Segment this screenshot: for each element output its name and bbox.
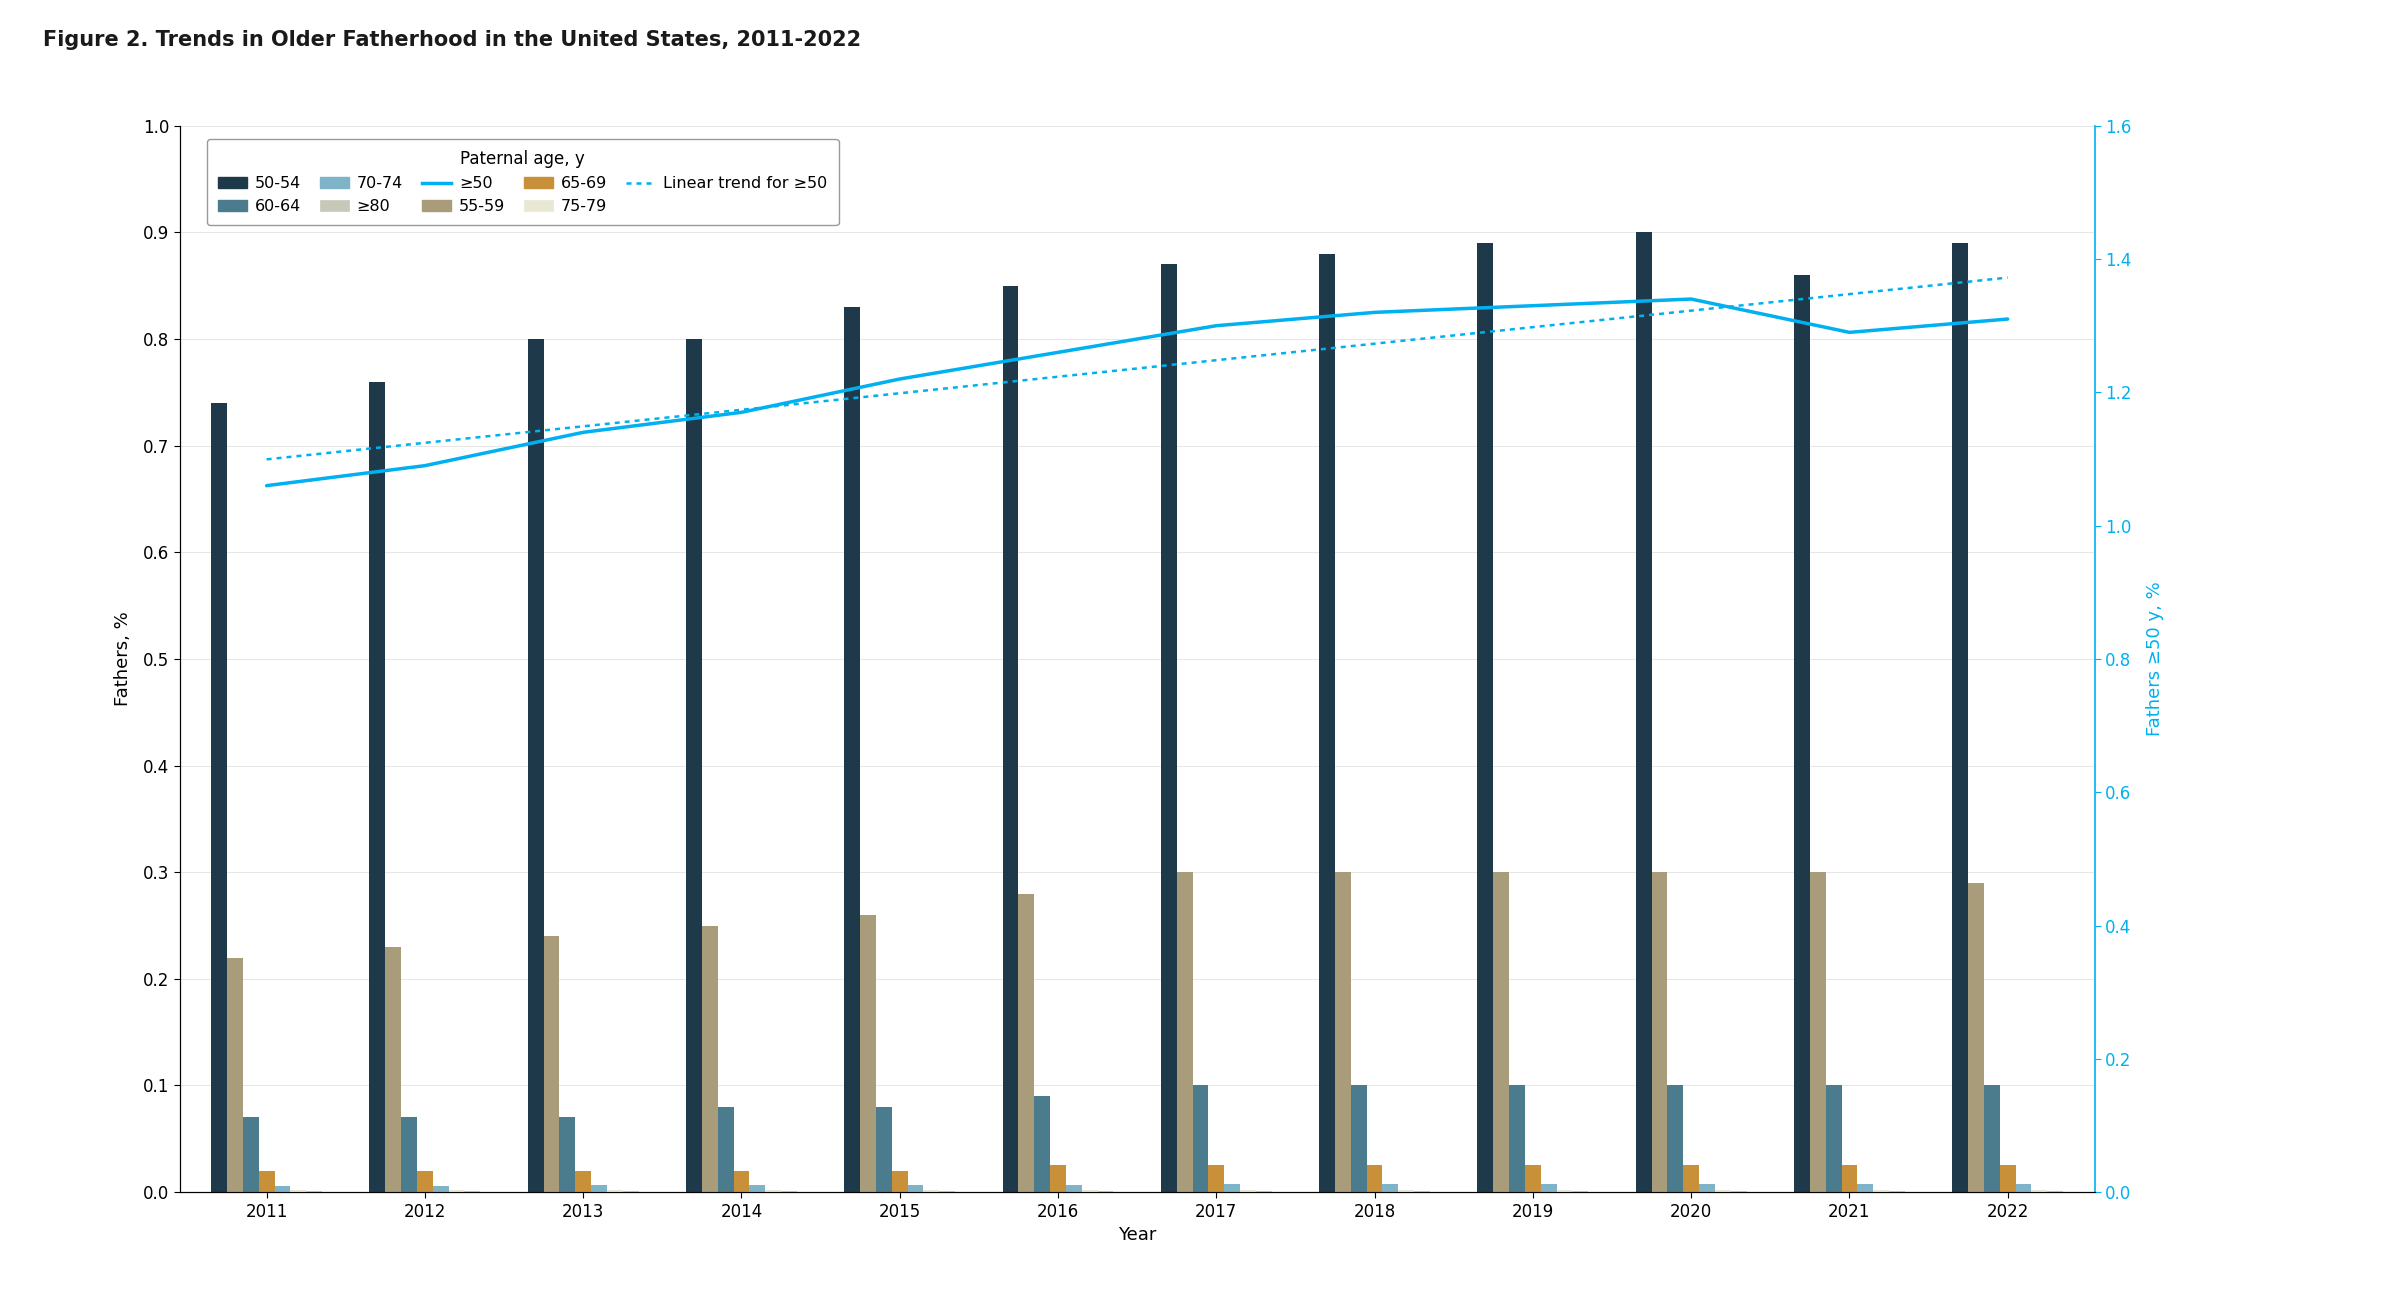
Bar [1968, 883, 1985, 1192]
Bar [1240, 1189, 1257, 1192]
Bar [718, 1107, 733, 1192]
Bar [290, 1189, 306, 1192]
Bar [1051, 1166, 1065, 1192]
Bar [766, 1189, 780, 1192]
Bar [1841, 1166, 1858, 1192]
Bar [859, 914, 876, 1192]
Bar [701, 926, 718, 1192]
Bar [543, 937, 560, 1192]
Bar [1508, 1086, 1525, 1192]
Bar [1477, 244, 1494, 1192]
Bar [876, 1107, 893, 1192]
Bar [591, 1184, 608, 1192]
Bar [1714, 1189, 1731, 1192]
Bar [1161, 265, 1178, 1192]
Bar [1381, 1183, 1398, 1192]
Bar [1525, 1166, 1542, 1192]
Bar [433, 1186, 448, 1192]
Bar [2033, 1189, 2047, 1192]
Bar [1336, 872, 1350, 1192]
Bar [733, 1171, 749, 1192]
Bar [1810, 872, 1827, 1192]
Bar [1793, 275, 1810, 1192]
Y-axis label: Fathers, %: Fathers, % [113, 612, 132, 706]
Bar [1003, 286, 1017, 1192]
Bar [1192, 1086, 1209, 1192]
Bar [575, 1171, 591, 1192]
Bar [1017, 893, 1034, 1192]
Text: Figure 2. Trends in Older Fatherhood in the United States, 2011-2022: Figure 2. Trends in Older Fatherhood in … [43, 30, 862, 50]
Bar [845, 307, 859, 1192]
Bar [1683, 1166, 1700, 1192]
Bar [1999, 1166, 2016, 1192]
Bar [1319, 254, 1336, 1192]
Bar [259, 1171, 275, 1192]
Bar [1542, 1183, 1556, 1192]
Bar [402, 1117, 417, 1192]
Bar [1666, 1086, 1683, 1192]
Bar [1065, 1184, 1082, 1192]
Bar [242, 1117, 259, 1192]
Bar [1827, 1086, 1841, 1192]
Bar [1635, 232, 1652, 1192]
Bar [1223, 1183, 1240, 1192]
Bar [687, 339, 701, 1192]
Bar [1858, 1183, 1872, 1192]
Bar [1872, 1189, 1889, 1192]
Bar [227, 958, 242, 1192]
Bar [369, 381, 385, 1192]
Bar [1350, 1086, 1367, 1192]
Bar [448, 1189, 464, 1192]
Bar [1209, 1166, 1223, 1192]
Bar [560, 1117, 575, 1192]
Y-axis label: Fathers ≥50 y, %: Fathers ≥50 y, % [2145, 582, 2164, 736]
Bar [385, 947, 402, 1192]
Bar [1178, 872, 1192, 1192]
Bar [608, 1189, 622, 1192]
Bar [907, 1184, 924, 1192]
Bar [527, 339, 543, 1192]
Bar [749, 1184, 766, 1192]
Bar [1367, 1166, 1381, 1192]
Bar [2016, 1183, 2033, 1192]
Legend: 50-54, 60-64, 70-74, ≥80, ≥50, 55-59, 65-69, 75-79, Linear trend for ≥50: 50-54, 60-64, 70-74, ≥80, ≥50, 55-59, 65… [206, 139, 838, 225]
Bar [275, 1186, 290, 1192]
Bar [1951, 244, 1968, 1192]
Bar [1082, 1189, 1096, 1192]
Bar [1985, 1086, 1999, 1192]
Bar [211, 403, 227, 1192]
Bar [1556, 1189, 1573, 1192]
Bar [893, 1171, 907, 1192]
Bar [1034, 1096, 1051, 1192]
Bar [1652, 872, 1666, 1192]
Bar [924, 1189, 938, 1192]
Bar [1494, 872, 1508, 1192]
Bar [1700, 1183, 1714, 1192]
X-axis label: Year: Year [1118, 1226, 1156, 1244]
Bar [1398, 1189, 1415, 1192]
Bar [417, 1171, 433, 1192]
